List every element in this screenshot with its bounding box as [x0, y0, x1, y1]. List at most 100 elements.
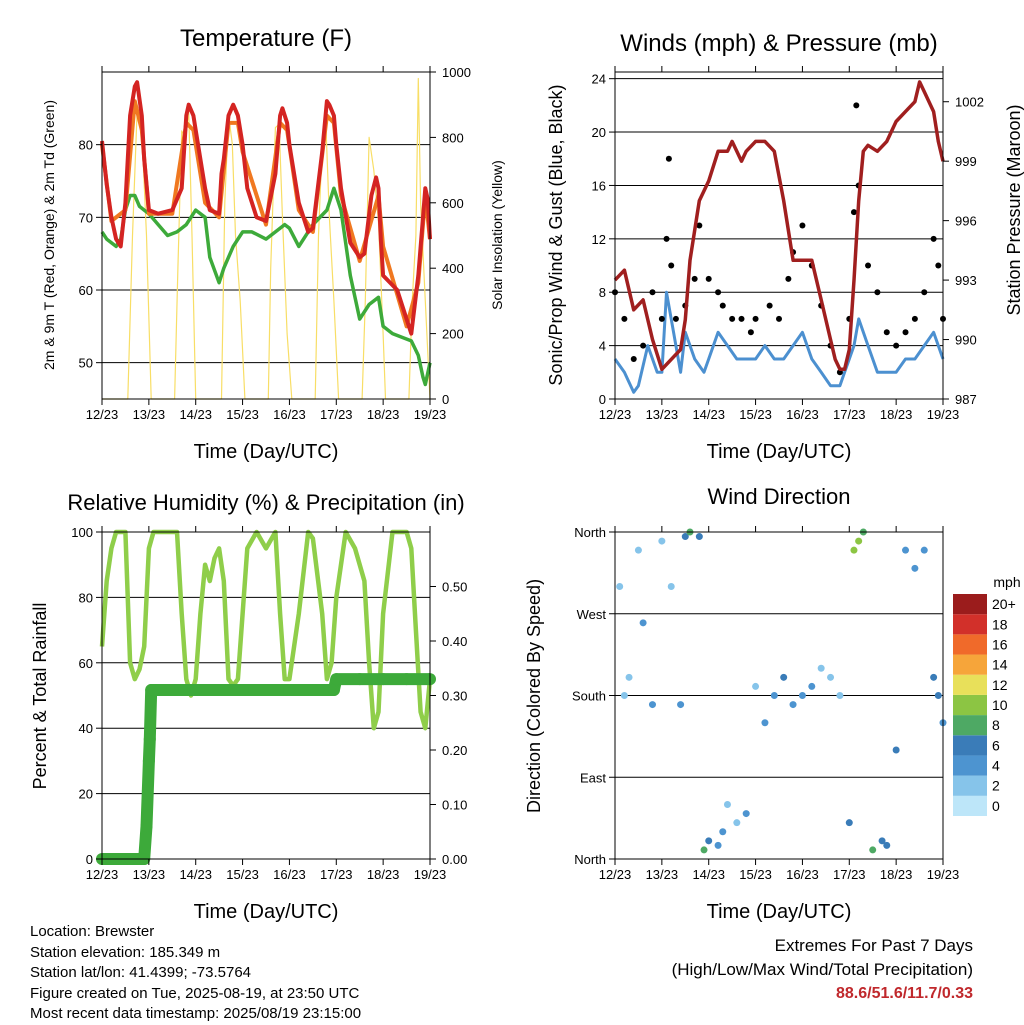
wind-speed-line: [613, 290, 945, 394]
gust-point: [853, 102, 860, 109]
x-tick-label: 19/23: [414, 407, 447, 422]
humidity-precip-panel: 12/23 13/23 14/23 15/23 16/23 17/23 18/23 19/23…: [30, 490, 467, 923]
y-tick-label: 80: [79, 138, 93, 153]
y-tick-label: East: [580, 770, 606, 785]
x-tick-label: 16/23: [786, 407, 819, 422]
gust-point: [930, 235, 937, 242]
temperature-2m-line: [100, 80, 432, 336]
figure-created: Figure created on Tue, 2025-08-19, at 23…: [30, 984, 360, 1002]
direction-point: [892, 746, 900, 754]
x-tick-label: 17/23: [320, 867, 353, 882]
y-tick-label: North: [574, 852, 606, 867]
x-tick-label: 18/23: [880, 867, 913, 882]
gust-point: [663, 235, 670, 242]
direction-point: [770, 692, 778, 699]
winds-y-axis-label: Sonic/Prop Wind & Gust (Blue, Black): [546, 84, 566, 385]
direction-point: [658, 537, 666, 545]
gust-point: [640, 342, 647, 349]
gust-point: [621, 315, 628, 322]
colorbar-label: 18: [992, 616, 1008, 632]
y-right-tick-label: 996: [955, 214, 977, 229]
direction-point: [616, 583, 624, 590]
humidity-title: Relative Humidity (%) & Precipitation (i…: [67, 490, 464, 515]
humidity-y-axis-label: Percent & Total Rainfall: [30, 603, 50, 790]
colorbar-label: 12: [992, 677, 1008, 693]
direction-point: [719, 828, 727, 836]
gust-point: [766, 302, 773, 309]
winds-title: Winds (mph) & Pressure (mb): [620, 30, 937, 57]
colorbar-label: 2: [992, 778, 1000, 794]
temperature-plot-area: [100, 77, 432, 400]
y-right-tick-label: 987: [955, 392, 977, 407]
direction-point: [780, 673, 788, 681]
colorbar-swatch: [953, 634, 987, 655]
temperature-frame: [101, 71, 431, 400]
y-right-tick-label: 0.10: [442, 798, 467, 813]
temperature-title: Temperature (F): [180, 25, 352, 52]
y-right-tick-label: 800: [442, 130, 464, 145]
humidity-x-axis-label: Time (Day/UTC): [194, 901, 339, 923]
gust-point: [911, 315, 918, 322]
direction-y-axis-label: Direction (Colored By Speed): [524, 579, 544, 813]
winds-plot-area: [612, 80, 946, 394]
colorbar-swatch: [953, 654, 987, 675]
winds-frame: [614, 71, 944, 400]
direction-point: [920, 546, 928, 554]
direction-point: [911, 564, 919, 572]
x-tick-label: 17/23: [833, 407, 866, 422]
x-tick-label: 17/23: [320, 407, 353, 422]
colorbar-swatch: [953, 795, 987, 816]
direction-point: [714, 841, 722, 849]
direction-point: [827, 673, 835, 681]
winds-pressure-panel: 12/23 13/23 14/23 15/23 16/23 17/23 18/23 19/23…: [546, 30, 1024, 463]
direction-point: [677, 701, 685, 709]
colorbar-swatch: [953, 594, 987, 615]
direction-title: Wind Direction: [707, 484, 850, 509]
colorbar-swatch: [953, 614, 987, 635]
precipitation-point: [306, 684, 319, 697]
direction-point: [733, 819, 741, 827]
colorbar-swatch: [953, 755, 987, 776]
gust-point: [893, 342, 900, 349]
x-tick-label: 19/23: [927, 407, 960, 422]
direction-point: [902, 546, 910, 554]
x-tick-label: 18/23: [367, 867, 400, 882]
station-elevation: Station elevation: 185.349 m: [30, 943, 221, 961]
gust-point: [752, 315, 759, 322]
gust-point: [705, 275, 712, 282]
station-location: Location: Brewster: [30, 923, 155, 940]
gust-point: [691, 275, 698, 282]
precipitation-point: [142, 754, 155, 767]
gust-point: [902, 329, 909, 336]
recent-timestamp: Most recent data timestamp: 2025/08/19 2…: [30, 1005, 362, 1022]
colorbar-label: 20+: [992, 596, 1016, 612]
x-tick-label: 16/23: [273, 407, 306, 422]
colorbar-swatch: [953, 715, 987, 736]
direction-point: [761, 719, 769, 727]
precipitation-point: [166, 684, 179, 697]
colorbar-label: 8: [992, 717, 1000, 733]
x-tick-label: 13/23: [133, 867, 166, 882]
pressure-line: [613, 80, 945, 372]
direction-point: [850, 546, 858, 554]
gust-point: [865, 262, 872, 269]
precipitation-point: [147, 684, 160, 697]
direction-point: [742, 810, 750, 818]
colorbar-label: 6: [992, 737, 1000, 753]
gust-point: [799, 222, 806, 229]
extremes-title: Extremes For Past 7 Days: [774, 936, 973, 955]
colorbar-swatch: [953, 775, 987, 796]
gust-point: [696, 222, 703, 229]
direction-point: [883, 841, 891, 849]
y-right-tick-label: 0.00: [442, 852, 467, 867]
x-tick-label: 15/23: [226, 867, 259, 882]
speed-colorbar: 0 2 4 6 8 10 12 14 16 18 20+: [953, 594, 1016, 816]
temperature-panel: 12/23 13/23 14/23 15/23 16/23 17/23 18/23 19/23…: [41, 25, 505, 463]
gust-point: [850, 209, 857, 216]
x-tick-label: 19/23: [927, 867, 960, 882]
gust-point: [883, 329, 890, 336]
gust-point: [658, 315, 665, 322]
temperature-y-axis-label: 2m & 9m T (Red, Orange) & 2m Td (Green): [41, 100, 57, 370]
x-tick-label: 14/23: [692, 407, 725, 422]
